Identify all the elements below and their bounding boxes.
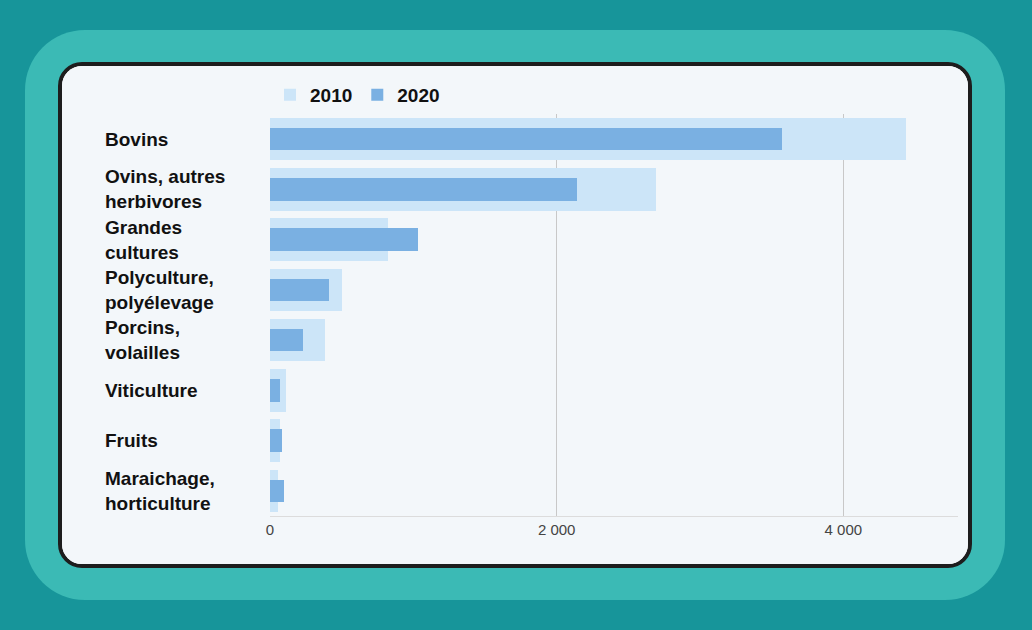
svg-text:Porcins,volailles: Porcins,volailles: [105, 317, 180, 363]
svg-text:2020: 2020: [397, 85, 439, 106]
svg-text:Fruits: Fruits: [105, 430, 158, 451]
svg-text:Bovins: Bovins: [105, 129, 168, 150]
svg-text:Viticulture: Viticulture: [105, 380, 198, 401]
svg-text:Polyculture,polyélevage: Polyculture,polyélevage: [105, 267, 214, 313]
svg-text:Maraichage,horticulture: Maraichage,horticulture: [105, 468, 215, 514]
svg-text:0: 0: [266, 521, 274, 538]
svg-text:2 000: 2 000: [538, 521, 576, 538]
svg-text:2010: 2010: [310, 85, 352, 106]
svg-text:Grandescultures: Grandescultures: [105, 217, 182, 263]
svg-text:Ovins, autresherbivores: Ovins, autresherbivores: [105, 166, 225, 212]
svg-text:4 000: 4 000: [825, 521, 863, 538]
